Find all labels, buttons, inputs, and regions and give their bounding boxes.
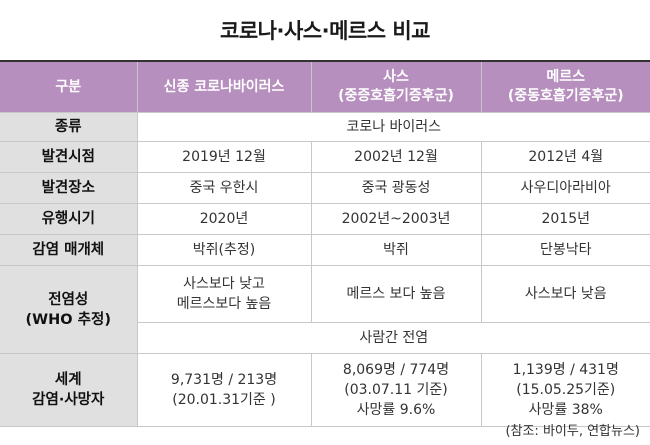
row-label-place: 발견장소 <box>0 172 138 204</box>
header-sars: 사스 (중증호흡기증후군) <box>311 61 482 113</box>
table-row-vector: 감염 매개체 박쥐(추정) 박쥐 단봉낙타 <box>0 234 650 266</box>
cell-cases-covid: 9,731명 / 213명 (20.01.31기준 ) <box>137 353 312 427</box>
cell-discovered-sars: 2002년 12월 <box>311 141 482 173</box>
cell-discovered-covid: 2019년 12월 <box>137 141 312 173</box>
cell-transmissibility-mers: 사스보다 낮음 <box>481 265 650 323</box>
cell-transmission-common: 사람간 전염 <box>137 322 650 354</box>
cell-period-covid: 2020년 <box>137 203 312 235</box>
cell-transmissibility-sars: 메르스 보다 높음 <box>311 265 482 323</box>
row-label-cases: 세계 감염·사망자 <box>0 353 138 427</box>
table-row-type: 종류 코로나 바이러스 <box>0 112 650 142</box>
table-row-transmission-route: 사람간 전염 <box>0 322 650 354</box>
cell-discovered-mers: 2012년 4월 <box>481 141 650 173</box>
page-title: 코로나·사스·메르스 비교 <box>220 19 430 43</box>
header-category: 구분 <box>0 61 138 113</box>
cell-transmissibility-covid: 사스보다 낮고 메르스보다 높음 <box>137 265 312 323</box>
cell-cases-covid-count: 9,731명 / 213명 <box>170 372 278 388</box>
cell-vector-sars: 박쥐 <box>311 234 482 266</box>
header-mers: 메르스 (중동호흡기증후군) <box>481 61 650 113</box>
cell-cases-sars-rate: 사망률 9.6% <box>356 402 436 418</box>
cell-cases-covid-date: (20.01.31기준 ) <box>172 392 276 408</box>
cell-cases-sars: 8,069명 / 774명 (03.07.11 기준) 사망률 9.6% <box>311 353 482 427</box>
cell-period-mers: 2015년 <box>481 203 650 235</box>
cell-cases-sars-date: (03.07.11 기준) <box>344 382 448 398</box>
header-mers-name: 메르스 <box>546 69 586 85</box>
cell-vector-covid: 박쥐(추정) <box>137 234 312 266</box>
table-row-place: 발견장소 중국 우한시 중국 광동성 사우디아라비아 <box>0 172 650 204</box>
row-label-type: 종류 <box>0 112 138 142</box>
row-label-discovered: 발견시점 <box>0 141 138 173</box>
source-note: (참조: 바이두, 연합뉴스) <box>505 424 640 439</box>
row-label-cases-line2: 감염·사망자 <box>32 392 105 408</box>
cell-type-common: 코로나 바이러스 <box>137 112 650 142</box>
comparison-table: 구분 신종 코로나바이러스 사스 (중증호흡기증후군) 메르스 (중동호흡기증후… <box>0 60 650 427</box>
table-row-cases: 세계 감염·사망자 9,731명 / 213명 (20.01.31기준 ) 8,… <box>0 353 650 427</box>
header-sars-full: (중증호흡기증후군) <box>338 88 454 104</box>
cell-cases-mers-count: 1,139명 / 431명 <box>512 362 619 378</box>
row-label-vector: 감염 매개체 <box>0 234 138 266</box>
table-header-row: 구분 신종 코로나바이러스 사스 (중증호흡기증후군) 메르스 (중동호흡기증후… <box>0 61 650 113</box>
row-label-transmissibility: 전염성 (WHO 추정) <box>0 265 138 354</box>
row-label-period: 유행시기 <box>0 203 138 235</box>
cell-place-covid: 중국 우한시 <box>137 172 312 204</box>
cell-cases-mers: 1,139명 / 431명 (15.05.25기준) 사망률 38% <box>481 353 650 427</box>
cell-place-sars: 중국 광동성 <box>311 172 482 204</box>
row-label-transmissibility-note: (WHO 추정) <box>25 311 111 328</box>
row-label-transmissibility-main: 전염성 <box>48 291 89 308</box>
cell-cases-sars-count: 8,069명 / 774명 <box>342 362 450 378</box>
cell-transmissibility-covid-line1: 사스보다 낮고 <box>183 276 265 292</box>
table-row-transmissibility: 전염성 (WHO 추정) 사스보다 낮고 메르스보다 높음 메르스 보다 높음 … <box>0 265 650 354</box>
table-row-discovered: 발견시점 2019년 12월 2002년 12월 2012년 4월 <box>0 141 650 173</box>
header-sars-name: 사스 <box>383 69 409 85</box>
cell-vector-mers: 단봉낙타 <box>481 234 650 266</box>
cell-cases-mers-rate: 사망률 38% <box>528 402 603 418</box>
row-label-cases-line1: 세계 <box>54 372 82 388</box>
cell-cases-mers-date: (15.05.25기준) <box>516 382 616 398</box>
header-mers-full: (중동호흡기증후군) <box>507 88 624 104</box>
header-covid: 신종 코로나바이러스 <box>137 61 312 113</box>
table-row-period: 유행시기 2020년 2002년~2003년 2015년 <box>0 203 650 235</box>
cell-place-mers: 사우디아라비아 <box>481 172 650 204</box>
cell-transmissibility-covid-line2: 메르스보다 높음 <box>176 296 272 312</box>
cell-period-sars: 2002년~2003년 <box>311 203 482 235</box>
